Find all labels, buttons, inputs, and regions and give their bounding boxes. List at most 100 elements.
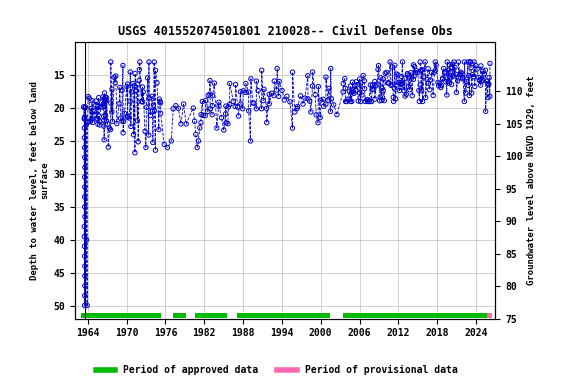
Point <box>450 73 459 79</box>
Point <box>475 77 484 83</box>
Point <box>97 99 107 106</box>
Point <box>129 132 138 138</box>
Point <box>409 76 418 82</box>
Point <box>417 67 426 73</box>
Point <box>310 91 320 98</box>
Point <box>341 98 350 104</box>
Point <box>374 63 383 69</box>
Point <box>413 70 422 76</box>
Point <box>79 125 89 131</box>
Point <box>203 108 213 114</box>
Point <box>319 96 328 103</box>
Point <box>418 66 427 73</box>
Point <box>403 72 412 78</box>
Point <box>396 81 405 87</box>
Point <box>233 104 242 110</box>
Point <box>137 99 146 105</box>
Point <box>467 90 476 96</box>
Point <box>406 70 415 76</box>
Point <box>85 95 94 101</box>
Point <box>484 81 494 88</box>
Point <box>347 89 356 95</box>
Point <box>285 99 294 105</box>
Point <box>427 70 436 76</box>
Point <box>241 89 251 96</box>
Point <box>375 98 384 104</box>
Point <box>366 82 375 88</box>
Point <box>126 69 135 75</box>
Point <box>369 86 378 92</box>
Point <box>431 67 440 73</box>
Point <box>142 104 151 110</box>
Point <box>440 70 449 76</box>
Point <box>426 77 435 83</box>
Point <box>464 59 473 65</box>
Point <box>135 59 145 65</box>
Point <box>138 84 147 90</box>
Point <box>435 81 444 87</box>
Point <box>95 118 104 124</box>
Point <box>415 82 425 88</box>
Point <box>119 130 128 136</box>
Point <box>275 78 284 84</box>
Point <box>79 104 88 110</box>
Point <box>442 92 452 98</box>
Point <box>134 139 143 145</box>
Point <box>238 88 248 94</box>
Point <box>192 144 202 151</box>
Point <box>115 84 124 91</box>
Point <box>354 98 363 104</box>
Point <box>106 100 115 106</box>
Point <box>116 115 125 121</box>
Point <box>351 79 361 85</box>
Point <box>405 74 414 80</box>
Point <box>431 62 441 68</box>
Point <box>401 91 411 98</box>
Point <box>415 98 424 104</box>
Point <box>391 96 400 102</box>
Point <box>450 65 460 71</box>
Point <box>85 119 94 125</box>
Point <box>340 76 350 82</box>
Point <box>149 102 158 108</box>
Point <box>416 59 425 65</box>
Point <box>205 78 214 84</box>
Point <box>104 144 113 150</box>
Point <box>223 104 233 110</box>
Point <box>353 82 362 88</box>
Point <box>456 71 465 78</box>
Point <box>308 83 317 89</box>
Y-axis label: Depth to water level, feet below land
surface: Depth to water level, feet below land su… <box>30 81 49 280</box>
Point <box>462 79 471 85</box>
Point <box>386 82 396 88</box>
Point <box>196 112 206 118</box>
Point <box>477 78 486 84</box>
Point <box>441 75 450 81</box>
Point <box>83 119 92 125</box>
Point <box>349 89 358 95</box>
Point <box>329 102 338 108</box>
Point <box>362 97 372 103</box>
Point <box>373 81 382 87</box>
Point <box>91 102 100 108</box>
Point <box>100 96 109 102</box>
Point <box>466 59 475 65</box>
Point <box>360 78 369 84</box>
Point <box>191 131 200 137</box>
Point <box>97 104 107 110</box>
Point <box>361 98 370 104</box>
Point <box>92 116 101 122</box>
Point <box>332 112 342 118</box>
Point <box>259 98 268 104</box>
Point <box>458 74 468 81</box>
Point <box>146 113 155 119</box>
Point <box>481 67 490 73</box>
Point <box>208 93 217 99</box>
Point <box>449 59 458 65</box>
Point <box>108 118 117 124</box>
Point <box>111 73 120 79</box>
Point <box>80 105 89 111</box>
Point <box>100 137 109 143</box>
Point <box>324 86 334 92</box>
Point <box>252 78 261 84</box>
